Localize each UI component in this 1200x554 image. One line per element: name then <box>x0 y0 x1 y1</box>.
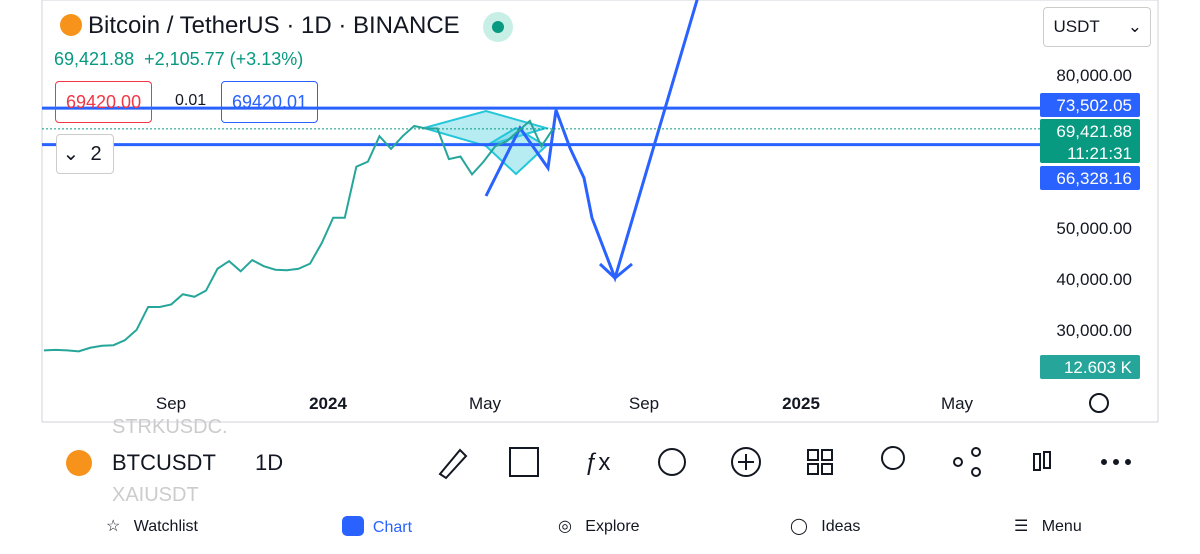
nav-watchlist[interactable]: ☆ Watchlist <box>106 518 198 535</box>
level-badge <box>1040 93 1140 117</box>
nav-menu[interactable]: ☰ Menu <box>1014 518 1082 535</box>
currency-select[interactable]: USDT ⌄ <box>1043 7 1151 47</box>
nav-label: Ideas <box>821 518 861 535</box>
chart: 80,000.00 50,000.00 40,000.00 30,000.00 Sep 2… <box>41 0 1159 423</box>
x-tick-label: Sep <box>629 394 659 413</box>
x-tick-label: May <box>469 394 502 413</box>
y-tick-label: 80,000.00 <box>1056 66 1132 85</box>
level-badge-label: 66,328.16 <box>1056 169 1132 188</box>
x-tick-label: Sep <box>156 394 186 413</box>
fx-icon[interactable]: ƒx <box>585 449 610 476</box>
last-price-badge-label: 69,421.88 <box>1056 122 1132 141</box>
change: +2,105.77 (+3.13%) <box>144 49 304 69</box>
interval[interactable]: 1D <box>255 450 284 475</box>
nav-chart[interactable]: Chart <box>342 516 412 537</box>
y-tick-label: 50,000.00 <box>1056 219 1132 238</box>
volume-badge-label: 12.603 K <box>1064 358 1133 377</box>
x-tick-label: May <box>941 394 974 413</box>
price-line <box>43 119 554 353</box>
currency: USDT <box>1053 17 1100 36</box>
y-tick-label: 40,000.00 <box>1056 270 1132 289</box>
price-line: 69,421.88 +2,105.77 (+3.13%) <box>54 49 303 70</box>
x-tick-label: 2025 <box>782 394 820 413</box>
toolbar-icons: ƒx <box>438 446 1131 480</box>
status-dot <box>483 12 513 42</box>
indicator-count: 2 <box>90 143 102 165</box>
nav-label: Watchlist <box>133 518 198 535</box>
spread: 0.01 <box>175 92 207 109</box>
y-tick-label: 30,000.00 <box>1056 321 1132 340</box>
last-price-badge <box>1040 119 1140 163</box>
countdown: 11:21:31 <box>1067 144 1132 163</box>
alert-icon[interactable] <box>658 448 686 476</box>
nav-explore[interactable]: ◎ Explore <box>558 518 640 535</box>
level-badge <box>1040 166 1140 190</box>
chart-title: Bitcoin / TetherUS · 1D · BINANCE <box>60 12 460 40</box>
x-tick-label: 2024 <box>309 394 347 413</box>
list-item-behind: STRKUSDC. <box>112 416 228 438</box>
objects-icon[interactable] <box>509 447 539 477</box>
symbol[interactable]: BTCUSDT <box>112 450 216 475</box>
drawings <box>420 0 699 283</box>
nav-label: Explore <box>585 518 640 535</box>
add-icon[interactable] <box>731 447 761 477</box>
coin-icon <box>66 450 92 476</box>
nav-label: Chart <box>372 519 413 536</box>
price: 69,421.88 <box>54 49 135 69</box>
nav-ideas[interactable]: ◯ Ideas <box>790 518 861 535</box>
title: Bitcoin / TetherUS · 1D · BINANCE <box>88 12 460 39</box>
nav-label: Menu <box>1041 518 1082 535</box>
level-badge-label: 73,502.05 <box>1056 96 1132 115</box>
indicators-toggle[interactable]: ⌄ 2 <box>56 134 114 174</box>
settings-icon <box>1089 393 1109 413</box>
list-item-behind: XAIUSDT <box>112 484 199 506</box>
chart-frame <box>41 0 1159 423</box>
ideas-icon[interactable] <box>881 446 905 470</box>
draw-icon[interactable] <box>438 448 468 480</box>
buy-button[interactable]: 69420.01 <box>221 81 319 123</box>
volume-badge <box>1040 355 1140 379</box>
sell-button[interactable]: 69420.00 <box>55 81 153 123</box>
